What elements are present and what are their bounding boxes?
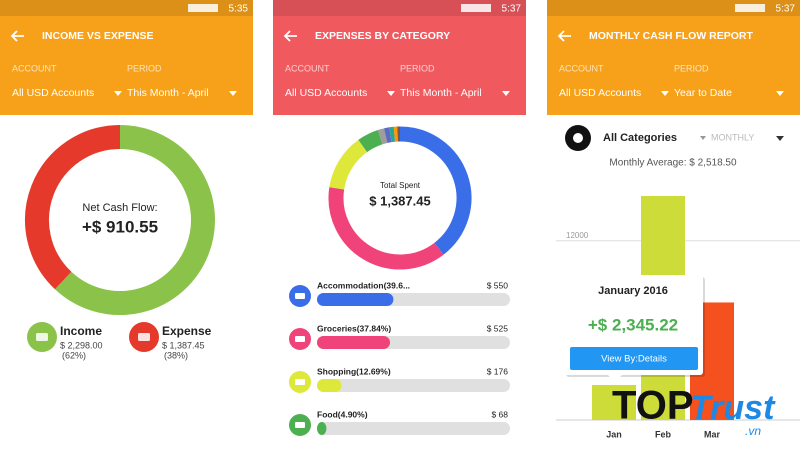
category-select: All Categories (603, 132, 677, 144)
x-tick-label: Feb (655, 429, 672, 439)
header (273, 0, 526, 115)
category-label: Shopping(12.69%) (317, 366, 391, 376)
category-amount: $ 550 (487, 280, 509, 290)
dropdown-arrow[interactable] (776, 136, 784, 141)
details-button-label: View By:Details (601, 354, 667, 365)
filter-value: All USD Accounts (285, 87, 367, 99)
legend-name: Income (60, 324, 102, 338)
dropdown-arrow[interactable] (776, 91, 784, 96)
tooltip-pointer (608, 375, 622, 383)
y-tick-label: 12000 (566, 231, 589, 240)
legend-name: Expense (162, 324, 212, 338)
x-tick-label: Jan (606, 429, 622, 439)
category-icon-glyph (295, 336, 305, 342)
legend-amount: $ 1,387.45 (162, 340, 205, 350)
center-value: $ 1,387.45 (369, 193, 430, 208)
category-label: Food(4.90%) (317, 409, 368, 419)
filter-value: All USD Accounts (559, 87, 641, 99)
progress-fill (317, 422, 327, 435)
progress-fill (317, 336, 391, 349)
status-icons (735, 4, 765, 12)
donut-segment (358, 129, 383, 153)
filter-value: All USD Accounts (12, 87, 94, 99)
dropdown-arrow[interactable] (114, 91, 122, 96)
category-icon-glyph (573, 133, 583, 143)
progress-track (317, 379, 510, 392)
header (0, 0, 253, 115)
dropdown-arrow[interactable] (661, 91, 669, 96)
legend-icon-glyph (138, 333, 150, 341)
category-label: Groceries(37.84%) (317, 323, 391, 333)
category-icon-glyph (295, 379, 305, 385)
header (547, 0, 800, 115)
filter-label: ACCOUNT (12, 63, 57, 73)
category-icon-glyph (295, 422, 305, 428)
filter-label: PERIOD (127, 63, 162, 73)
status-time: 5:37 (502, 4, 522, 15)
legend-icon-glyph (36, 333, 48, 341)
progress-track (317, 422, 510, 435)
legend-share: (62%) (62, 350, 86, 360)
donut-segment (25, 125, 121, 290)
tooltip-title: January 2016 (598, 285, 668, 297)
category-amount: $ 176 (487, 366, 509, 376)
category-amount: $ 68 (491, 409, 508, 419)
dropdown-arrow[interactable] (502, 91, 510, 96)
status-time: 5:37 (776, 4, 796, 15)
filter-label: ACCOUNT (559, 63, 604, 73)
filter-value: Year to Date (674, 87, 732, 99)
filter-label: PERIOD (674, 63, 709, 73)
toolbar-title: EXPENSES BY CATEGORY (315, 30, 450, 42)
center-label: Total Spent (380, 181, 421, 190)
watermark-brand: TOP (612, 384, 694, 428)
bar (592, 384, 636, 420)
dropdown-arrow[interactable] (700, 136, 706, 140)
status-time: 5:35 (229, 4, 249, 15)
tooltip-value: +$ 2,345.22 (588, 315, 678, 334)
watermark-brand2: Trust (690, 389, 776, 427)
status-icons (188, 4, 218, 12)
center-label: Net Cash Flow: (82, 202, 157, 214)
toolbar-title: INCOME VS EXPENSE (42, 30, 153, 42)
donut-segment (399, 126, 472, 255)
donut-segment (328, 187, 444, 270)
category-icon-glyph (295, 293, 305, 299)
progress-fill (317, 293, 394, 306)
legend-amount: $ 2,298.00 (60, 340, 103, 350)
view-select: MONTHLY (711, 132, 754, 142)
dropdown-arrow[interactable] (229, 91, 237, 96)
dropdown-arrow[interactable] (387, 91, 395, 96)
toolbar-title: MONTHLY CASH FLOW REPORT (589, 30, 754, 42)
category-label: Accommodation(39.6... (317, 280, 410, 290)
donut-segment (329, 139, 368, 190)
status-icons (461, 4, 491, 12)
back-arrow[interactable] (557, 30, 571, 42)
filter-label: PERIOD (400, 63, 435, 73)
filter-value: This Month - April (127, 87, 209, 99)
filter-value: This Month - April (400, 87, 482, 99)
filter-label: ACCOUNT (285, 63, 330, 73)
watermark-domain: .vn (745, 424, 761, 438)
donut-segment (54, 125, 215, 315)
back-arrow[interactable] (283, 30, 297, 42)
progress-fill (317, 379, 342, 392)
legend-share: (38%) (164, 350, 188, 360)
center-value: +$ 910.55 (82, 217, 158, 236)
back-arrow[interactable] (10, 30, 24, 42)
details-button[interactable] (570, 347, 698, 370)
x-tick-label: Mar (704, 429, 721, 439)
monthly-average: Monthly Average: $ 2,518.50 (609, 158, 737, 169)
donut-segment (377, 128, 388, 145)
category-amount: $ 525 (487, 323, 509, 333)
donut-segment (383, 127, 392, 143)
